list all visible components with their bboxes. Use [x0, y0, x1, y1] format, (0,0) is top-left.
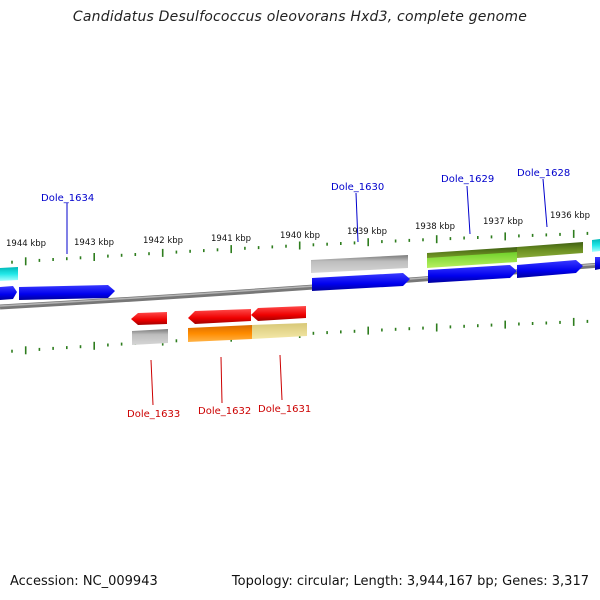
forward-strand-genes — [0, 239, 600, 300]
gene-feature-blue[interactable] — [0, 286, 17, 300]
gene-label-reverse[interactable]: Dole_1631 — [258, 404, 311, 415]
gene-feature-gray-lower[interactable] — [132, 329, 168, 345]
tick-label: 1938 kbp — [415, 222, 455, 232]
tick-label: 1941 kbp — [211, 234, 251, 244]
gene-feature-cyan[interactable] — [0, 267, 18, 281]
gene-feature-orange[interactable] — [188, 325, 252, 342]
gene-dole-1634[interactable] — [19, 285, 115, 300]
tick-label: 1940 kbp — [280, 231, 320, 241]
accession-text: Accession: NC_009943 — [10, 574, 158, 589]
gene-label-reverse[interactable]: Dole_1632 — [198, 406, 251, 417]
tick-label: 1942 kbp — [143, 236, 183, 246]
tick-label: 1936 kbp — [550, 211, 590, 221]
tick-label: 1943 kbp — [74, 238, 114, 248]
gene-label-forward[interactable]: Dole_1628 — [517, 168, 570, 179]
topology-text: Topology: circular; Length: 3,944,167 bp… — [231, 574, 589, 589]
gene-leader-lines — [66, 178, 548, 406]
gene-dole-1629[interactable] — [428, 265, 517, 283]
gene-feature-khaki[interactable] — [252, 323, 307, 339]
tick-label: 1944 kbp — [6, 239, 46, 249]
gene-feature-olive-2[interactable] — [517, 242, 583, 258]
gene-label-forward[interactable]: Dole_1629 — [441, 174, 494, 185]
gene-label-forward[interactable]: Dole_1630 — [331, 182, 384, 193]
tick-row-upper — [11, 229, 589, 266]
map-title: Candidatus Desulfococcus oleovorans Hxd3… — [72, 9, 528, 25]
gene-dole-1632[interactable] — [188, 309, 251, 324]
gene-feature-gray[interactable] — [311, 255, 408, 273]
gene-dole-1631[interactable] — [251, 306, 306, 321]
gene-feature-lime[interactable] — [427, 252, 517, 268]
gene-dole-1630[interactable] — [312, 273, 410, 291]
tick-label: 1939 kbp — [347, 227, 387, 237]
gene-feature-cyan-right[interactable] — [592, 239, 600, 252]
tick-label: 1937 kbp — [483, 217, 523, 227]
gene-dole-1633[interactable] — [131, 312, 167, 325]
gene-feature-blue-right[interactable] — [595, 257, 600, 270]
reverse-strand-genes — [131, 306, 307, 345]
gene-dole-1628[interactable] — [517, 260, 583, 278]
gene-label-reverse[interactable]: Dole_1633 — [127, 409, 180, 420]
gene-label-forward[interactable]: Dole_1634 — [41, 193, 94, 204]
